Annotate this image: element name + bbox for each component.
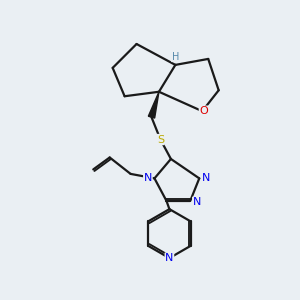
Text: H: H <box>172 52 179 61</box>
Text: N: N <box>165 253 174 263</box>
Text: N: N <box>202 173 210 183</box>
Text: N: N <box>144 173 152 183</box>
Text: O: O <box>200 106 208 116</box>
Text: S: S <box>157 134 164 145</box>
Text: N: N <box>193 197 201 207</box>
Polygon shape <box>148 92 159 118</box>
